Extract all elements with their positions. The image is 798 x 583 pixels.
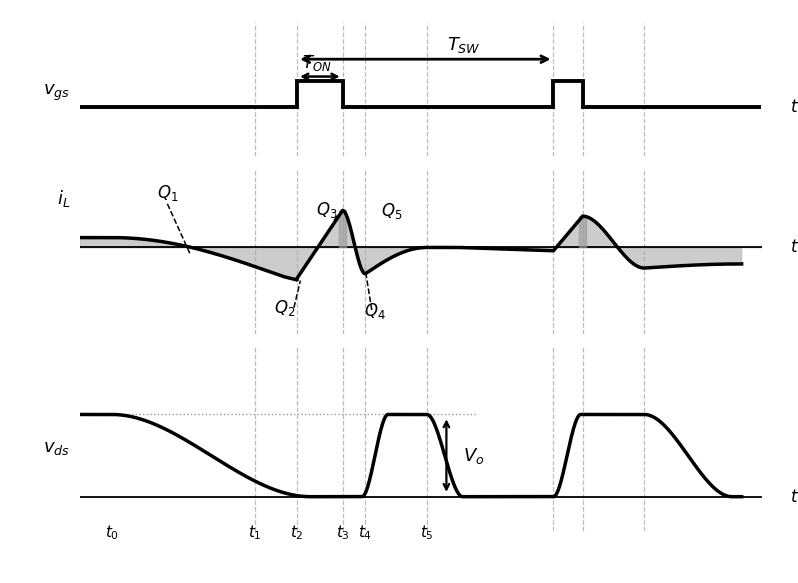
Text: $T_{SW}$: $T_{SW}$: [448, 35, 481, 55]
Text: $t$: $t$: [790, 98, 798, 116]
Text: $Q_2$: $Q_2$: [274, 298, 294, 318]
Text: $v_{ds}$: $v_{ds}$: [43, 440, 70, 457]
Text: $Q_4$: $Q_4$: [364, 301, 386, 321]
Text: $V_o$: $V_o$: [463, 445, 484, 466]
Text: $t_5$: $t_5$: [420, 524, 434, 542]
Text: $Q_1$: $Q_1$: [156, 183, 178, 203]
Text: $t$: $t$: [790, 488, 798, 505]
Text: $t_2$: $t_2$: [290, 524, 304, 542]
Text: $Q_3$: $Q_3$: [315, 199, 337, 220]
Text: $t_4$: $t_4$: [358, 524, 373, 542]
Text: $Q_5$: $Q_5$: [381, 201, 402, 221]
Text: $t$: $t$: [790, 238, 798, 257]
Text: $t_1$: $t_1$: [248, 524, 262, 542]
Text: $t_0$: $t_0$: [105, 524, 119, 542]
Text: $t_3$: $t_3$: [336, 524, 350, 542]
Text: $T_{ON}$: $T_{ON}$: [302, 53, 331, 73]
Text: $i_L$: $i_L$: [57, 188, 70, 209]
Text: $v_{gs}$: $v_{gs}$: [43, 83, 70, 103]
